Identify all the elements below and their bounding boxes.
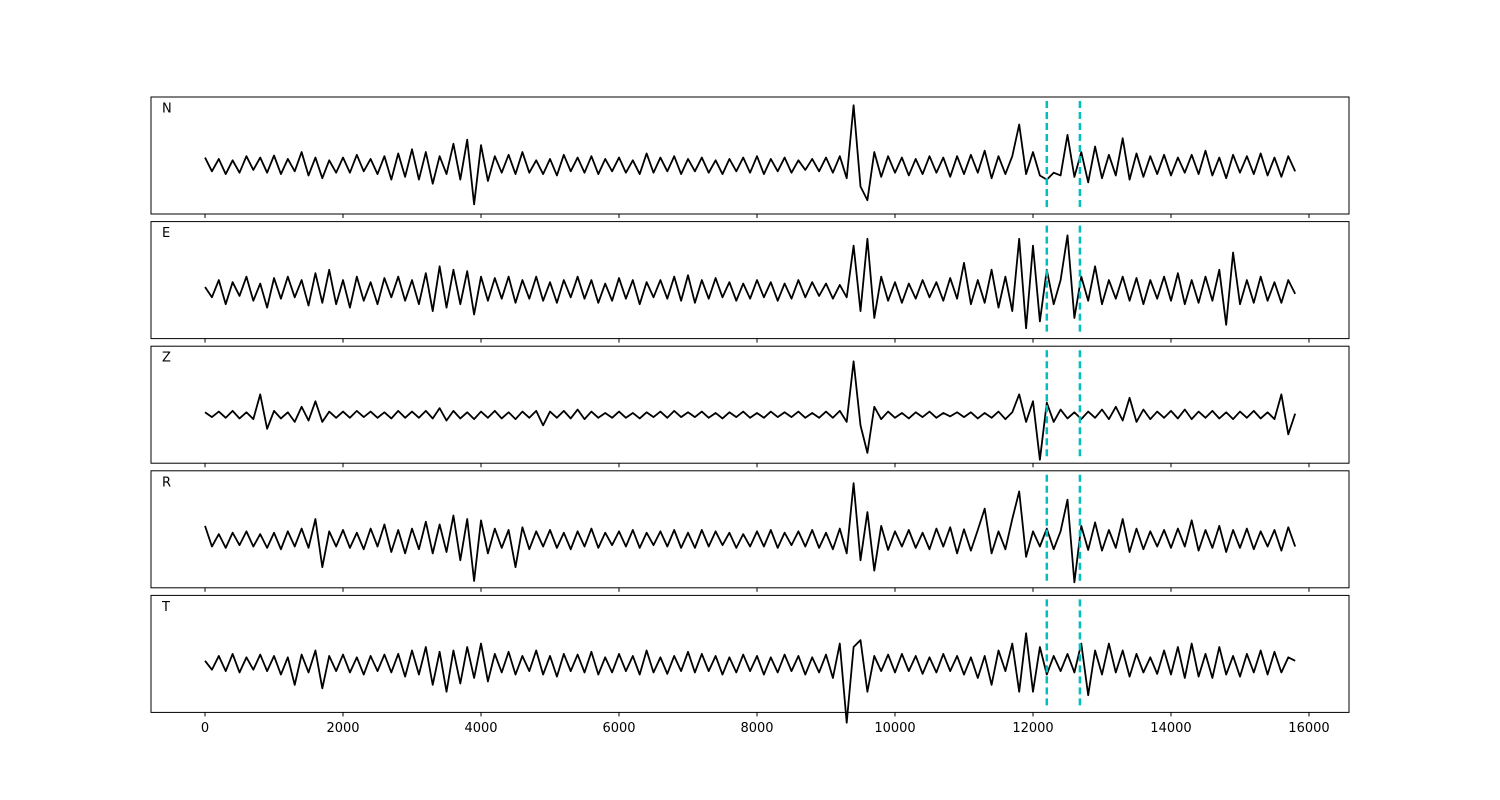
trace-label: E — [162, 226, 170, 241]
trace-label: R — [162, 475, 171, 490]
axes-frame — [150, 221, 1350, 340]
x-tick-label: 14000 — [1150, 721, 1191, 736]
axes-frame — [150, 96, 1350, 215]
trace-label: T — [161, 600, 170, 615]
waveform — [204, 104, 1296, 206]
waveform — [204, 360, 1297, 461]
axes-frame — [150, 345, 1350, 464]
x-tick-label: 10000 — [874, 721, 915, 736]
waveform — [204, 632, 1296, 724]
x-tick-label: 12000 — [1012, 721, 1053, 736]
trace-label: Z — [162, 351, 171, 366]
waveform — [204, 234, 1296, 330]
trace-label: N — [162, 102, 172, 117]
x-tick-label: 0 — [201, 721, 209, 736]
axes-frame — [150, 594, 1350, 713]
axes-frame — [150, 470, 1350, 589]
waveform — [204, 482, 1297, 584]
x-tick-label: 4000 — [464, 721, 497, 736]
x-tick-label: 8000 — [740, 721, 773, 736]
x-tick-label: 16000 — [1288, 721, 1329, 736]
x-tick-label: 2000 — [326, 721, 359, 736]
x-tick-label: 6000 — [602, 721, 635, 736]
